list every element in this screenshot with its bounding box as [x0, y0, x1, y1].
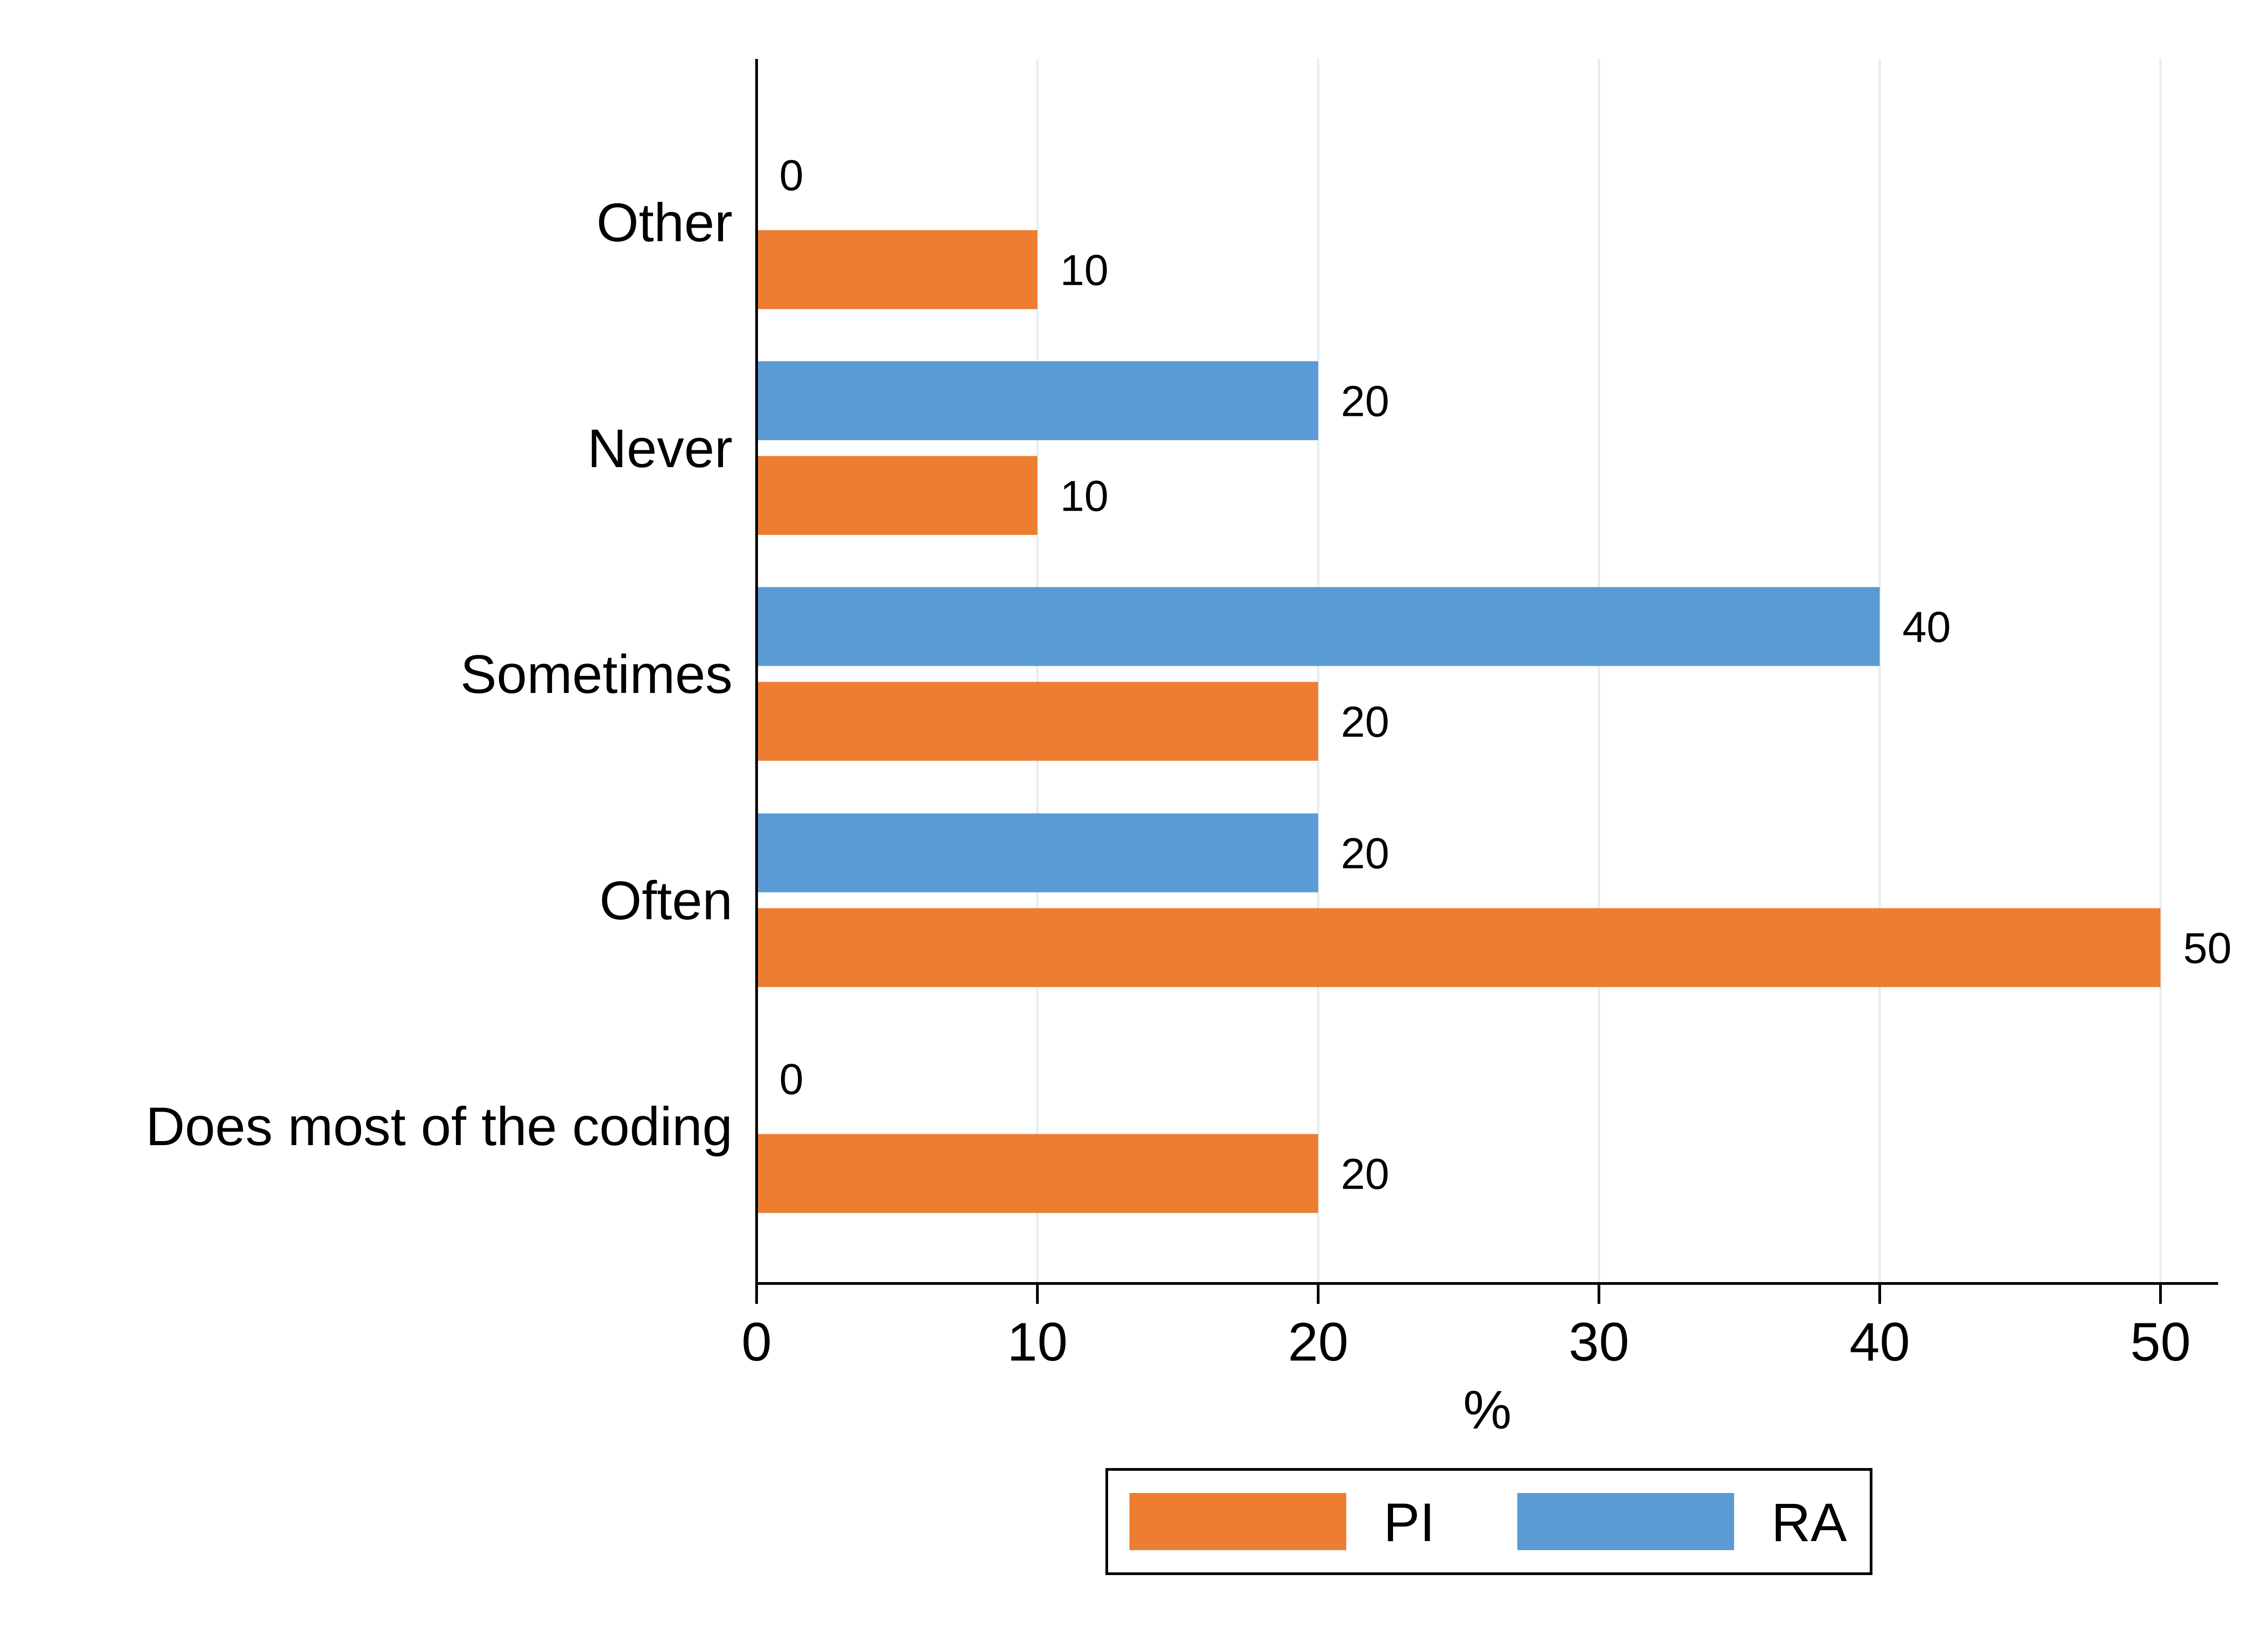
category-label: Often — [600, 870, 733, 931]
data-label: 10 — [1060, 246, 1109, 295]
x-tick-label: 50 — [2130, 1312, 2190, 1372]
x-tick-label: 40 — [1849, 1312, 1910, 1372]
bar-ra-3 — [757, 813, 1318, 893]
x-tick-label: 0 — [742, 1312, 772, 1372]
legend-swatch-ra — [1517, 1493, 1734, 1550]
x-tick-label: 20 — [1288, 1312, 1348, 1372]
x-tick-label: 10 — [1007, 1312, 1067, 1372]
data-label: 0 — [779, 151, 803, 200]
category-labels: Other Never Sometimes Often Does most of the… — [146, 192, 733, 1157]
bar-pi-0 — [757, 230, 1037, 309]
bar-pi-2 — [757, 682, 1318, 761]
bar-ra-1 — [757, 361, 1318, 440]
data-label: 20 — [1341, 1150, 1389, 1199]
data-label: 50 — [2183, 924, 2232, 973]
bar-ra-2 — [757, 587, 1880, 666]
legend-swatch-pi — [1129, 1493, 1346, 1550]
bar-pi-3 — [757, 908, 2160, 987]
category-label: Does most of the coding — [146, 1096, 733, 1157]
bars — [757, 230, 2160, 1213]
data-label: 40 — [1902, 603, 1951, 652]
legend: PI RA — [1105, 1468, 1872, 1575]
data-label: 20 — [1341, 698, 1389, 746]
gridlines — [1036, 59, 2162, 1283]
value-labels: 0 10 20 10 40 20 20 50 0 20 — [779, 151, 2232, 1199]
data-label: 10 — [1060, 472, 1109, 521]
data-label: 20 — [1341, 829, 1389, 878]
legend-label: RA — [1771, 1492, 1847, 1553]
bar-pi-4 — [757, 1134, 1318, 1213]
x-ticks: 0 10 20 30 40 50 — [742, 1283, 2191, 1372]
x-axis-title: % — [1463, 1380, 1512, 1440]
category-label: Sometimes — [460, 644, 733, 705]
bar-pi-1 — [757, 456, 1037, 535]
x-tick-label: 30 — [1569, 1312, 1629, 1372]
axes — [755, 59, 2218, 1285]
category-label: Never — [587, 418, 733, 479]
category-label: Other — [596, 192, 733, 253]
data-label: 20 — [1341, 377, 1389, 426]
legend-label: PI — [1383, 1492, 1435, 1553]
data-label: 0 — [779, 1055, 803, 1104]
